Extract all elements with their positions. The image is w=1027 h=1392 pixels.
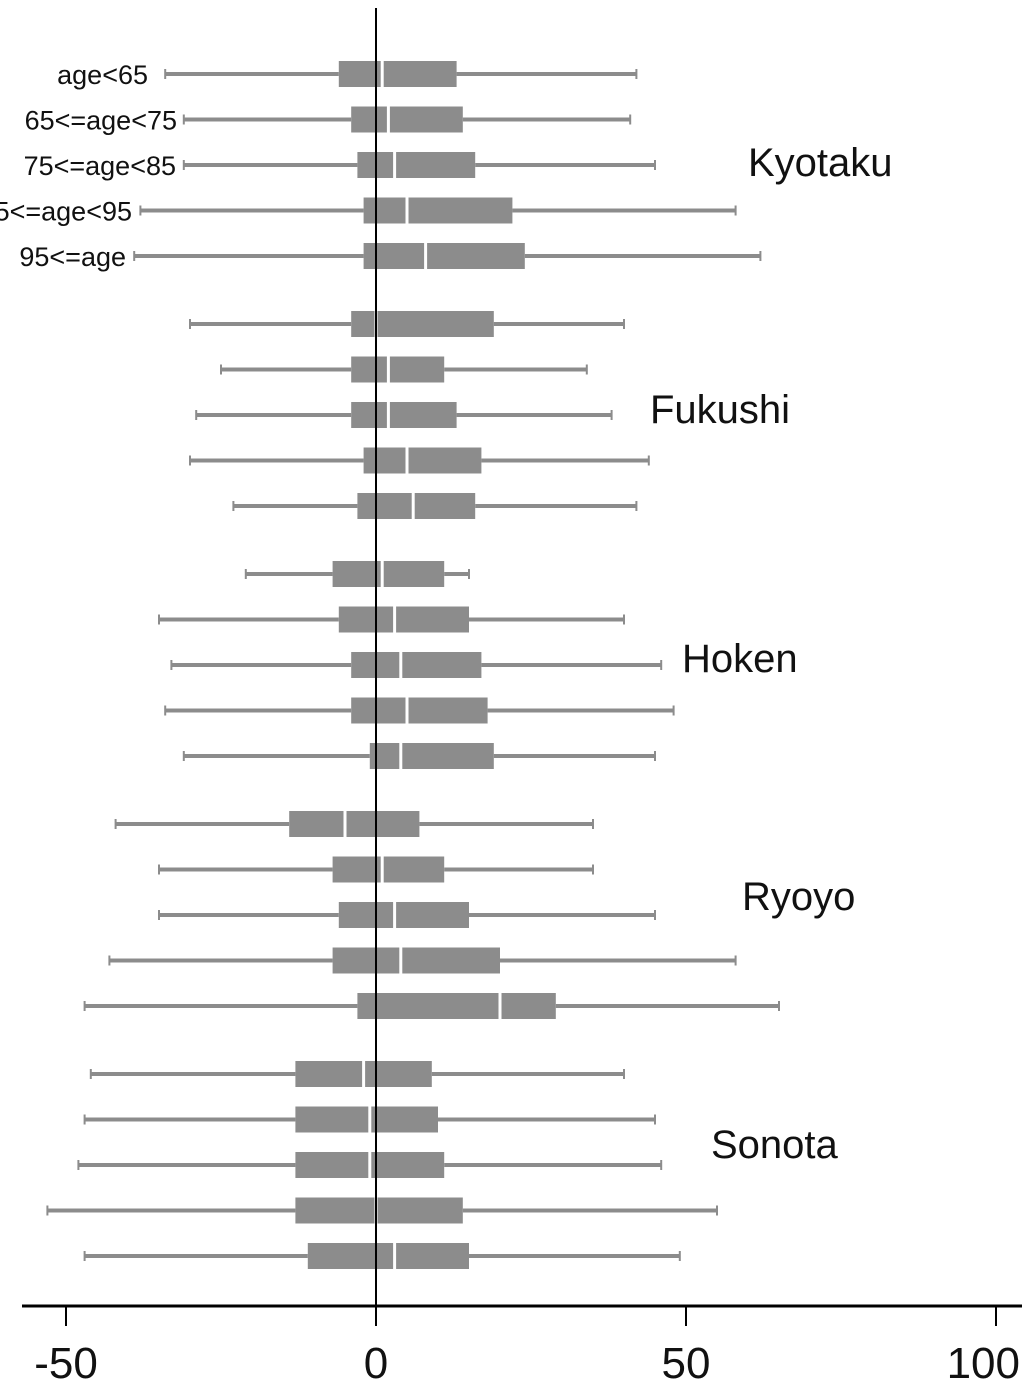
box-hoken-3 [164,697,675,724]
group-label-sonota: Sonota [711,1123,839,1167]
iqr-box [332,561,445,587]
box-hoken-2 [170,652,663,678]
x-tick-label: 100 [947,1339,1020,1388]
iqr-box [351,652,482,678]
box-kyotaku-0 [164,61,638,87]
box-layer [46,61,780,1269]
x-axis: -50 0 50 100 [22,8,1022,1388]
iqr-box [351,697,488,724]
group-label-fukushi: Fukushi [650,388,790,432]
box-fukushi-0 [189,311,625,337]
x-tick-label: -50 [34,1339,98,1388]
group-label-hoken: Hoken [682,637,798,681]
iqr-box [338,61,457,87]
box-sonota-4 [83,1243,681,1269]
age-group-label: 65<=age<75 [25,106,177,136]
iqr-box [332,947,500,974]
box-kyotaku-4 [133,243,762,269]
box-ryoyo-3 [108,947,737,974]
age-group-label: 85<=age<95 [0,197,132,227]
iqr-box [369,743,494,769]
iqr-box [351,106,463,133]
group-label-kyotaku: Kyotaku [748,141,893,185]
box-ryoyo-1 [158,856,594,883]
iqr-box [351,356,445,383]
box-fukushi-3 [189,447,650,474]
box-kyotaku-2 [182,152,656,178]
box-sonota-2 [77,1152,663,1178]
box-sonota-1 [83,1106,656,1133]
x-tick-label: 50 [662,1339,711,1388]
box-ryoyo-4 [83,993,780,1019]
iqr-box [357,993,556,1019]
iqr-box [363,197,513,224]
box-ryoyo-0 [114,811,594,837]
box-hoken-0 [244,561,470,587]
box-sonota-3 [46,1197,718,1224]
label-layer: Kyotaku Fukushi Hoken Ryoyo Sonota age<65 65<=… [0,60,893,1167]
box-hoken-4 [182,743,656,769]
iqr-box [351,311,494,337]
age-group-label: 75<=age<85 [24,151,176,181]
box-hoken-1 [158,606,625,633]
box-fukushi-1 [220,356,588,383]
iqr-box [351,402,457,428]
iqr-box [295,1197,463,1224]
box-ryoyo-2 [158,902,656,928]
iqr-box [307,1243,469,1269]
age-group-label: 95<=age [19,242,126,272]
age-group-label: age<65 [57,60,148,90]
iqr-box [289,811,420,837]
box-sonota-0 [89,1061,625,1087]
iqr-box [357,493,476,519]
box-fukushi-2 [195,402,613,428]
iqr-box [357,152,476,178]
iqr-box [363,243,525,269]
box-kyotaku-1 [182,106,632,133]
box-fukushi-4 [232,493,638,519]
iqr-box [295,1106,438,1133]
group-label-ryoyo: Ryoyo [742,875,855,919]
x-tick-label: 0 [364,1339,388,1388]
box-kyotaku-3 [139,197,737,224]
iqr-box [363,447,482,474]
iqr-box [332,856,445,883]
iqr-box [338,606,469,633]
iqr-box [338,902,469,928]
